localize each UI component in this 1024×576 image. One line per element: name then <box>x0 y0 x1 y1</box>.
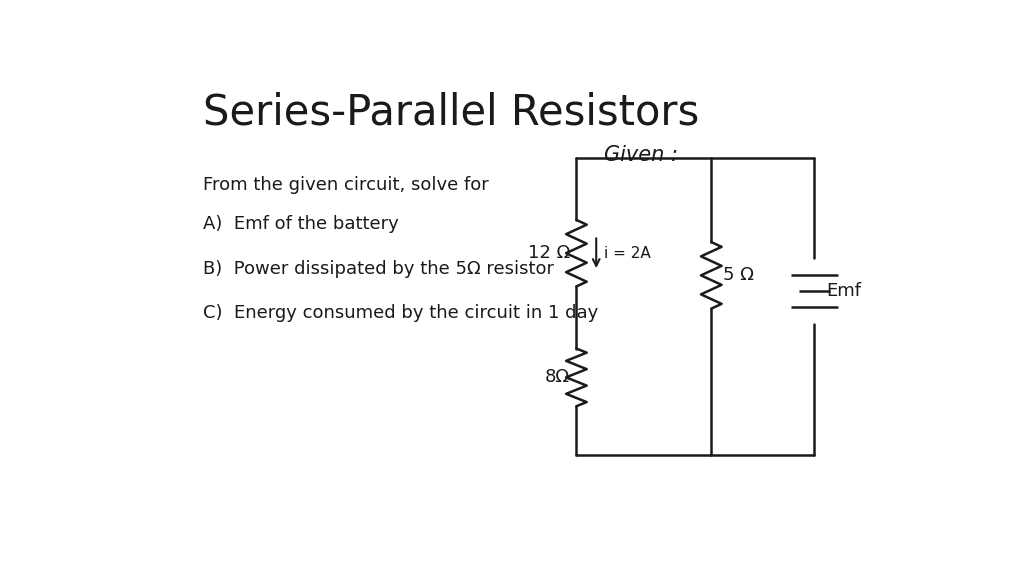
Text: Series-Parallel Resistors: Series-Parallel Resistors <box>204 92 699 133</box>
Text: A)  Emf of the battery: A) Emf of the battery <box>204 215 399 233</box>
Text: 12 Ω: 12 Ω <box>527 244 570 262</box>
Text: 8Ω: 8Ω <box>545 369 570 386</box>
Text: Emf: Emf <box>826 282 861 300</box>
Text: B)  Power dissipated by the 5Ω resistor: B) Power dissipated by the 5Ω resistor <box>204 260 554 278</box>
Text: Given :: Given : <box>604 145 678 165</box>
Text: C)  Energy consumed by the circuit in 1 day: C) Energy consumed by the circuit in 1 d… <box>204 304 599 322</box>
Text: From the given circuit, solve for: From the given circuit, solve for <box>204 176 489 194</box>
Text: 5 Ω: 5 Ω <box>723 266 754 285</box>
Text: i = 2A: i = 2A <box>604 246 651 261</box>
